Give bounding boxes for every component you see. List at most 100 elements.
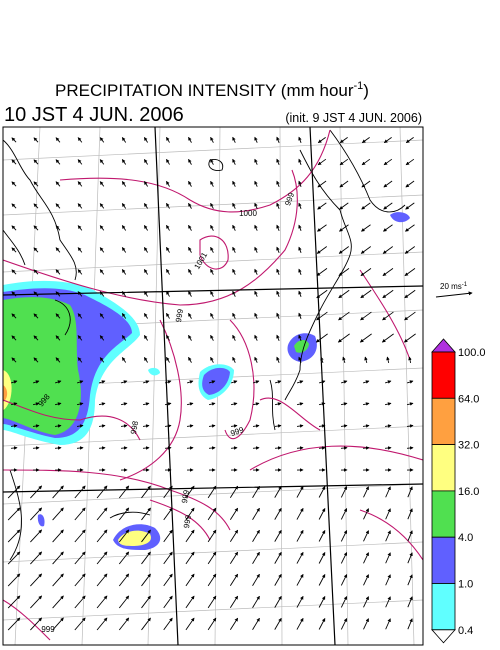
- wind-arrow: [7, 595, 21, 609]
- wind-arrow: [121, 137, 127, 143]
- wind-arrow: [10, 446, 18, 450]
- wind-arrow: [407, 486, 413, 498]
- wind-arrow: [276, 312, 280, 319]
- wind-arrow: [96, 573, 108, 587]
- wind-arrow: [363, 508, 369, 520]
- init-time: (init. 9 JST 4 JUN. 2006): [285, 111, 422, 125]
- wind-arrow: [232, 268, 236, 275]
- wind-arrow: [210, 224, 214, 231]
- wind-arrow: [404, 289, 416, 299]
- wind-arrow: [229, 551, 239, 565]
- wind-arrow: [11, 291, 17, 297]
- wind-arrow: [297, 380, 304, 384]
- wind-arrow: [406, 402, 414, 406]
- wind-arrow: [340, 618, 348, 630]
- wind-arrow: [254, 158, 258, 165]
- wind-arrow: [385, 574, 391, 586]
- wind-arrow: [296, 617, 304, 630]
- wind-arrow: [361, 158, 371, 166]
- wind-arrow: [338, 289, 350, 299]
- wind-arrow: [55, 203, 61, 209]
- domain-frame: [3, 127, 423, 645]
- wind-arrow: [232, 290, 236, 297]
- wind-arrow: [385, 618, 391, 630]
- wind-arrow: [188, 290, 192, 297]
- wind-arrow: [141, 507, 151, 521]
- wind-arrow: [384, 446, 392, 450]
- vector-key-label: 20 ms-1: [440, 282, 468, 291]
- wind-arrow: [253, 380, 260, 384]
- wind-arrow: [405, 158, 415, 166]
- wind-arrow: [254, 356, 258, 363]
- wind-arrow: [254, 180, 258, 187]
- wind-arrow: [276, 334, 280, 341]
- wind-arrow: [361, 180, 371, 188]
- wind-arrow: [360, 224, 371, 232]
- wind-arrow: [143, 268, 149, 275]
- wind-arrow: [77, 313, 83, 319]
- wind-arrow: [407, 552, 413, 564]
- wind-arrow: [143, 380, 150, 384]
- wind-arrow: [337, 333, 350, 343]
- wind-arrow: [186, 446, 194, 450]
- wind-arrow: [96, 551, 108, 565]
- wind-arrow: [7, 529, 21, 543]
- wind-arrow: [232, 224, 236, 231]
- wind-arrow: [52, 617, 64, 631]
- wind-arrow: [208, 424, 216, 428]
- wind-arrow: [143, 312, 149, 319]
- wind-arrow: [339, 158, 349, 166]
- colorbar-label: 1.0: [458, 579, 473, 591]
- wind-arrow: [141, 617, 151, 631]
- wind-arrow: [404, 268, 416, 276]
- wind-arrow: [338, 224, 349, 232]
- wind-arrow: [232, 180, 236, 187]
- wind-arrow: [55, 225, 61, 231]
- colorbar-segment: [431, 351, 456, 399]
- wind-arrow: [254, 246, 258, 253]
- wind-arrow: [386, 356, 390, 364]
- wind-arrow: [33, 203, 39, 209]
- wind-arrow: [362, 402, 370, 406]
- wind-arrow: [318, 529, 326, 542]
- wind-arrow: [77, 203, 83, 209]
- wind-arrow: [340, 446, 348, 450]
- wind-arrow: [7, 551, 21, 565]
- wind-arrow: [254, 334, 258, 341]
- wind-arrow: [274, 424, 282, 428]
- wind-arrow: [404, 311, 416, 321]
- wind-arrow: [121, 225, 127, 231]
- wind-arrow: [7, 573, 21, 587]
- wind-arrow: [186, 424, 194, 428]
- wind-arrow: [11, 313, 17, 319]
- wind-arrow: [188, 158, 192, 165]
- wind-arrow: [166, 136, 170, 143]
- wind-arrow: [55, 313, 61, 319]
- wind-arrow: [166, 290, 170, 297]
- wind-arrow: [298, 224, 302, 231]
- title: PRECIPITATION INTENSITY (mm hour-1): [55, 80, 369, 100]
- wind-arrow: [166, 180, 170, 187]
- colorbar-segment: [431, 397, 456, 445]
- colorbar-label: 100.0: [458, 347, 486, 359]
- wind-arrow: [210, 356, 214, 363]
- precipitation: [3, 212, 410, 550]
- wind-arrow: [407, 618, 413, 630]
- wind-arrow: [232, 312, 236, 319]
- wind-arrow: [188, 268, 192, 275]
- wind-arrow: [298, 246, 302, 253]
- wind-arrow: [142, 402, 150, 406]
- wind-arrow: [33, 313, 39, 319]
- wind-arrow: [363, 380, 370, 384]
- wind-arrow: [143, 158, 149, 165]
- wind-arrow: [382, 289, 394, 299]
- colorbar-label: 0.4: [458, 625, 473, 637]
- wind-arrow: [143, 180, 149, 187]
- coastlines: [3, 129, 406, 561]
- colorbar-label: 16.0: [458, 486, 479, 498]
- wind-arrow: [77, 225, 83, 231]
- wind-arrow: [55, 335, 61, 341]
- vector-key-main: 20 ms: [440, 282, 462, 291]
- wind-arrow: [143, 136, 149, 143]
- wind-arrow: [99, 247, 105, 253]
